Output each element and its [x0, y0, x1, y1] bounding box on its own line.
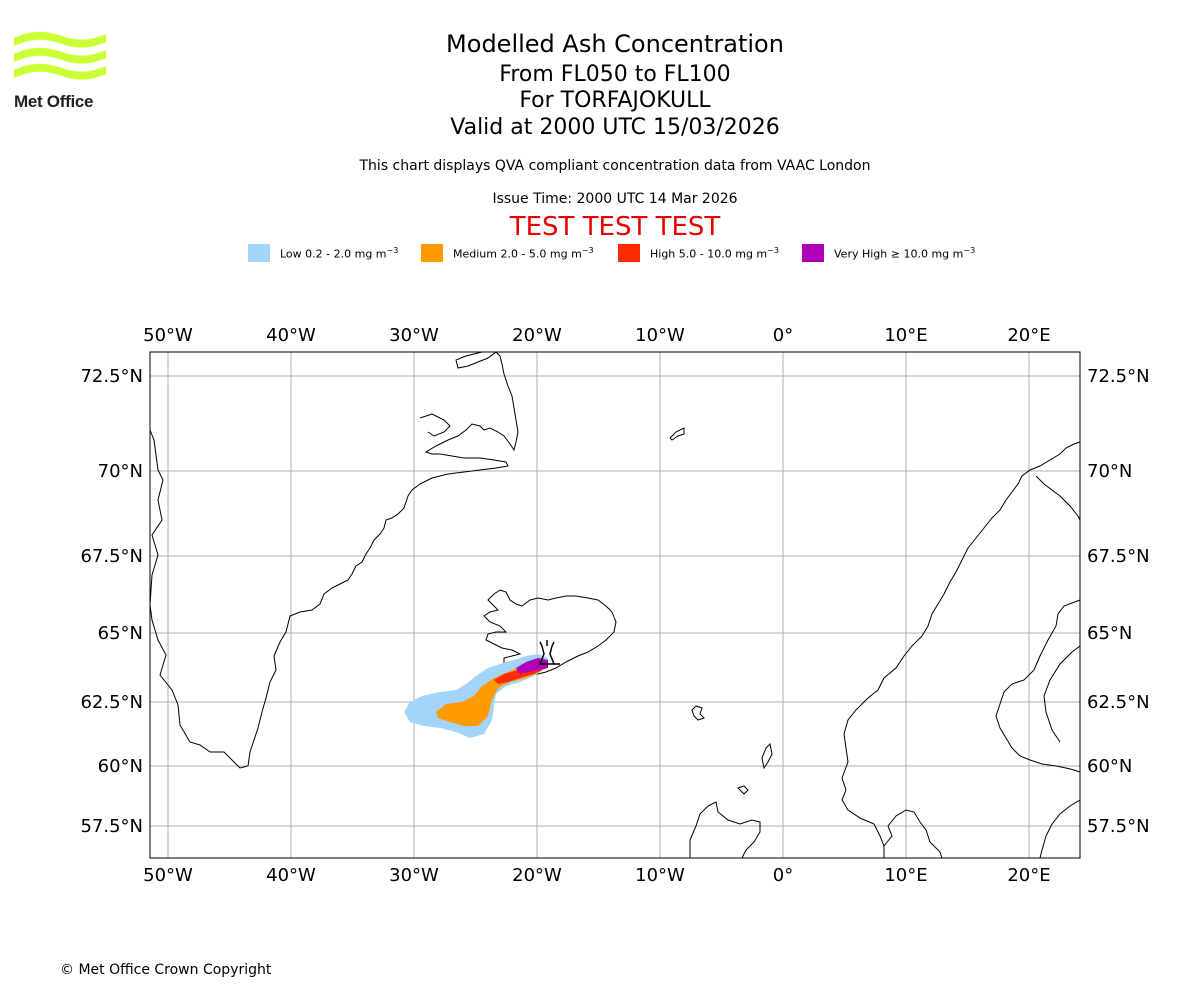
legend-label-low: Low 0.2 - 2.0 mg m: [280, 247, 387, 261]
legend-item-low: Low 0.2 - 2.0 mg m−3: [248, 244, 398, 262]
lon-label: 30°W: [389, 865, 439, 886]
lat-label: 67.5°N: [1087, 546, 1150, 567]
volcano-label: For TORFAJOKULL: [519, 88, 711, 113]
norway-coast: [841, 441, 1081, 859]
lat-label: 65°N: [98, 623, 143, 644]
legend-swatch-very-high: [802, 244, 824, 262]
greenland-coast: [149, 351, 519, 769]
issue-time: Issue Time: 2000 UTC 14 Mar 2026: [492, 191, 738, 207]
lat-label: 60°N: [98, 756, 143, 777]
chart-title: Modelled Ash Concentration: [446, 30, 784, 58]
flight-level-range: From FL050 to FL100: [499, 62, 731, 87]
lat-label: 67.5°N: [80, 546, 143, 567]
lat-label: 57.5°N: [80, 816, 143, 837]
legend-swatch-low: [248, 244, 270, 262]
lat-labels-right: 72.5°N 70°N 67.5°N 65°N 62.5°N 60°N 57.5…: [1087, 366, 1150, 837]
orkney: [737, 785, 749, 795]
jan-mayen: [669, 427, 685, 441]
legend-item-high: High 5.0 - 10.0 mg m−3: [618, 244, 779, 262]
lon-label: 10°E: [884, 865, 927, 886]
legend-label-medium: Medium 2.0 - 5.0 mg m: [453, 247, 582, 261]
lat-label: 70°N: [98, 461, 143, 482]
lat-labels-left: 72.5°N 70°N 67.5°N 65°N 62.5°N 60°N 57.5…: [80, 366, 143, 837]
lon-label: 50°W: [143, 865, 193, 886]
volcano-icon: [538, 640, 560, 665]
lat-label: 57.5°N: [1087, 816, 1150, 837]
legend-item-medium: Medium 2.0 - 5.0 mg m−3: [421, 244, 594, 262]
lat-label: 72.5°N: [80, 366, 143, 387]
graticule: [150, 352, 1080, 858]
lat-label: 62.5°N: [1087, 692, 1150, 713]
greenland-fjord: [419, 413, 451, 437]
lon-label: 20°E: [1007, 325, 1050, 346]
lat-label: 65°N: [1087, 623, 1132, 644]
lon-labels-bottom: 50°W 40°W 30°W 20°W 10°W 0° 10°E 20°E: [143, 865, 1050, 886]
lon-label: 10°W: [635, 325, 685, 346]
copyright: © Met Office Crown Copyright: [60, 962, 272, 978]
iceland-coast: [483, 589, 617, 675]
coastlines: [149, 351, 1081, 859]
lon-label: 0°: [773, 325, 793, 346]
test-banner: TEST TEST TEST: [509, 212, 721, 242]
valid-time: Valid at 2000 UTC 15/03/2026: [450, 115, 780, 140]
lon-label: 20°W: [512, 865, 562, 886]
lat-label: 62.5°N: [80, 692, 143, 713]
scotland: [689, 801, 761, 859]
baltic-coast: [1043, 645, 1081, 743]
lon-label: 10°W: [635, 865, 685, 886]
logo-text: Met Office: [14, 92, 94, 111]
lon-label: 40°W: [266, 325, 316, 346]
subtitle: This chart displays QVA compliant concen…: [359, 158, 871, 174]
lon-labels-top: 50°W 40°W 30°W 20°W 10°W 0° 10°E 20°E: [143, 325, 1050, 346]
lon-label: 20°E: [1007, 865, 1050, 886]
legend-label-high: High 5.0 - 10.0 mg m: [650, 247, 768, 261]
lon-label: 10°E: [884, 325, 927, 346]
shetland: [761, 742, 773, 770]
met-office-wave-icon: [14, 31, 106, 80]
ash-plume: [404, 654, 548, 738]
lat-label: 70°N: [1087, 461, 1132, 482]
faroe-islands: [691, 705, 705, 721]
lon-label: 50°W: [143, 325, 193, 346]
met-office-logo: Met Office: [14, 30, 110, 114]
lon-label: 20°W: [512, 325, 562, 346]
map-frame: [149, 351, 1081, 859]
legend-item-very-high: Very High ≥ 10.0 mg m−3: [802, 244, 975, 262]
legend-swatch-high: [618, 244, 640, 262]
lat-label: 72.5°N: [1087, 366, 1150, 387]
lon-label: 40°W: [266, 865, 316, 886]
lon-label: 30°W: [389, 325, 439, 346]
lon-label: 0°: [773, 865, 793, 886]
lat-label: 60°N: [1087, 756, 1132, 777]
legend-swatch-medium: [421, 244, 443, 262]
ash-concentration-map[interactable]: 50°W 40°W 30°W 20°W 10°W 0° 10°E 20°E 50…: [0, 320, 1200, 900]
legend-label-very-high: Very High ≥ 10.0 mg m: [834, 247, 964, 261]
scandinavia-interior: [995, 475, 1081, 859]
